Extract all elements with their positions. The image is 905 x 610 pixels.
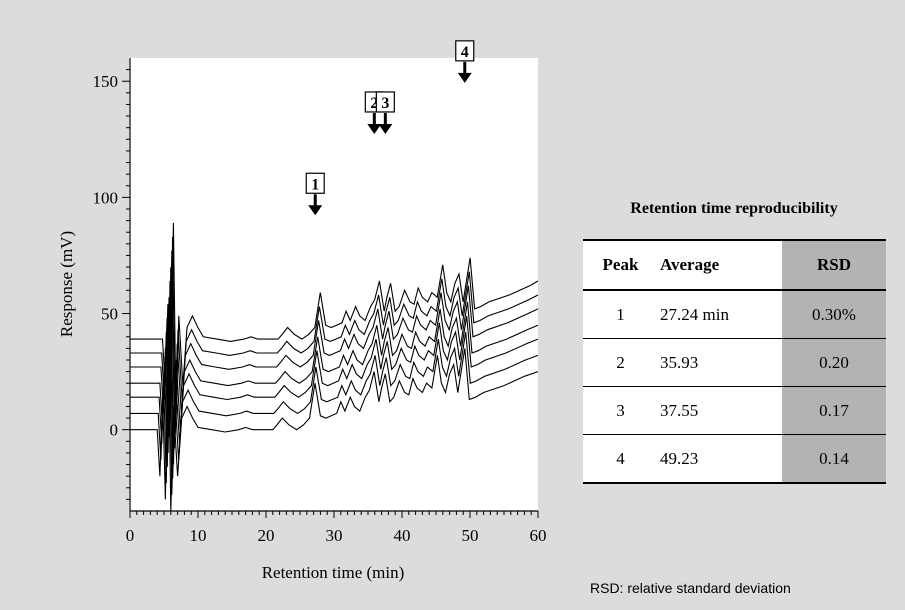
peak-marker-3: 3 — [375, 91, 395, 134]
axes: 0 10 20 30 40 50 60 0 50 100 150 — [93, 58, 547, 545]
arrow-head-icon — [457, 72, 472, 83]
peak-label-box — [375, 91, 395, 113]
chromatogram-trace-6 — [130, 236, 539, 435]
chromatogram-trace-5 — [130, 250, 539, 449]
arrow-head-icon — [308, 205, 323, 216]
arrow-head-icon — [367, 123, 382, 134]
y-tick-label: 100 — [93, 188, 119, 207]
table-row: 2 35.93 0.20 — [583, 338, 886, 387]
cell-rsd: 0.17 — [782, 386, 886, 435]
peak-marker-4: 4 — [455, 40, 475, 83]
table-title: Retention time reproducibility — [630, 200, 838, 217]
header-average: Average — [658, 240, 782, 291]
y-tick-label: 0 — [110, 421, 119, 440]
cell-peak: 4 — [583, 434, 658, 483]
chromatogram-trace-7 — [130, 222, 539, 421]
plot-area — [129, 58, 538, 511]
retention-table: Peak Average RSD 1 27.24 min 0.30% 2 35.… — [583, 239, 886, 484]
x-tick-label: 50 — [462, 526, 479, 545]
peak-markers: 1 2 3 4 — [305, 40, 475, 216]
x-tick-label: 60 — [530, 526, 547, 545]
peak-label: 2 — [370, 95, 378, 112]
header-peak: Peak — [583, 240, 658, 291]
y-tick-label: 50 — [101, 305, 118, 324]
cell-peak: 3 — [583, 386, 658, 435]
x-tick-label: 40 — [394, 526, 411, 545]
table-header-row: Peak Average RSD — [583, 240, 886, 291]
peak-label: 3 — [381, 95, 389, 112]
cell-average: 27.24 min — [660, 304, 729, 324]
chromatogram-trace-2 — [130, 297, 539, 495]
x-tick-label: 30 — [326, 526, 343, 545]
cell-rsd: 0.20 — [782, 338, 886, 387]
chromatogram-trace-3 — [130, 280, 539, 479]
cell-average: 37.55 — [658, 386, 782, 435]
arrow-head-icon — [378, 123, 393, 134]
peak-label: 4 — [461, 44, 469, 61]
chromatogram-traces — [130, 222, 539, 512]
header-rsd: RSD — [782, 240, 886, 291]
table-row: 1 27.24 min 0.30% — [583, 290, 886, 339]
y-axis-title: Response (mV) — [57, 231, 76, 337]
x-tick-label: 0 — [126, 526, 135, 545]
cell-rsd: 0.14 — [782, 434, 886, 483]
peak-marker-1: 1 — [305, 172, 325, 216]
x-axis-title: Retention time (min) — [262, 563, 405, 582]
cell-average: 49.23 — [658, 434, 782, 483]
y-tick-label: 150 — [93, 72, 119, 91]
chromatogram-chart: 0 10 20 30 40 50 60 0 50 100 150 1 2 3 4 Retention ti… — [57, 40, 547, 582]
peak-label-box — [305, 172, 325, 194]
table-row: 4 49.23 0.14 — [583, 434, 886, 483]
chromatogram-trace-1 — [130, 313, 539, 512]
x-tick-label: 10 — [190, 526, 207, 545]
x-tick-label: 20 — [258, 526, 275, 545]
chromatogram-trace-4 — [130, 267, 539, 465]
footnote: RSD: relative standard deviation — [590, 580, 791, 596]
cell-peak: 2 — [583, 338, 658, 387]
table-row: 3 37.55 0.17 — [583, 386, 886, 435]
cell-average: 35.93 — [658, 338, 782, 387]
peak-label-box — [455, 40, 475, 62]
cell-rsd: 0.30% — [782, 290, 886, 339]
peak-label: 1 — [311, 176, 319, 193]
cell-peak: 1 — [616, 304, 625, 324]
